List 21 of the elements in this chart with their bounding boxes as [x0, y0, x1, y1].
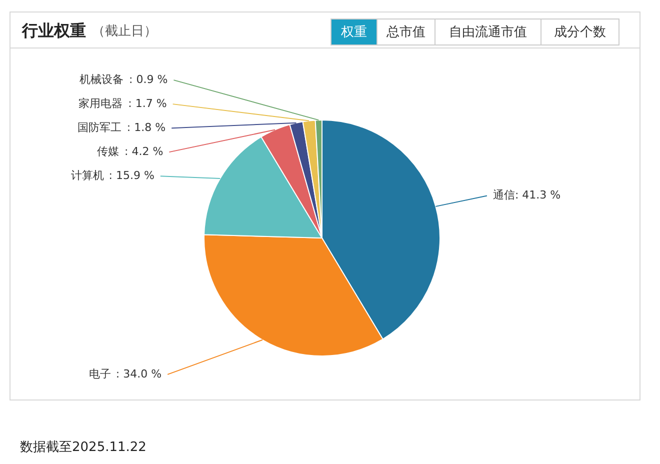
text: 自由流通市值 — [449, 24, 527, 40]
text: 总市值 — [386, 25, 426, 40]
data-label: : 4.2 % — [124, 145, 164, 158]
data-label: : 0.9 % — [129, 73, 168, 86]
data-label: : 15.9 % — [108, 169, 154, 182]
text: 权重 — [340, 25, 367, 40]
slice-label: 电子 — [89, 367, 112, 380]
slice-label: 国防军工 — [77, 121, 122, 134]
slice-label: 计算机 — [71, 169, 104, 182]
text: 成分个数 — [554, 25, 606, 40]
data-label: : 1.8 % — [126, 121, 166, 134]
chart-subtitle: （截止日） — [92, 24, 157, 39]
slice-label: 机械设备 — [80, 73, 124, 86]
slice-label: 传媒 — [97, 145, 120, 158]
chart-title: 行业权重 — [21, 21, 86, 40]
slice-label: 通信 — [492, 188, 515, 202]
data-label: : 1.7 % — [128, 97, 167, 110]
text: 数据截至2025.11.22 — [20, 440, 146, 455]
data-label: : 41.3 % — [514, 188, 561, 202]
data-label: : 34.0 % — [116, 367, 162, 380]
slice-label: 家用电器 — [78, 97, 123, 110]
